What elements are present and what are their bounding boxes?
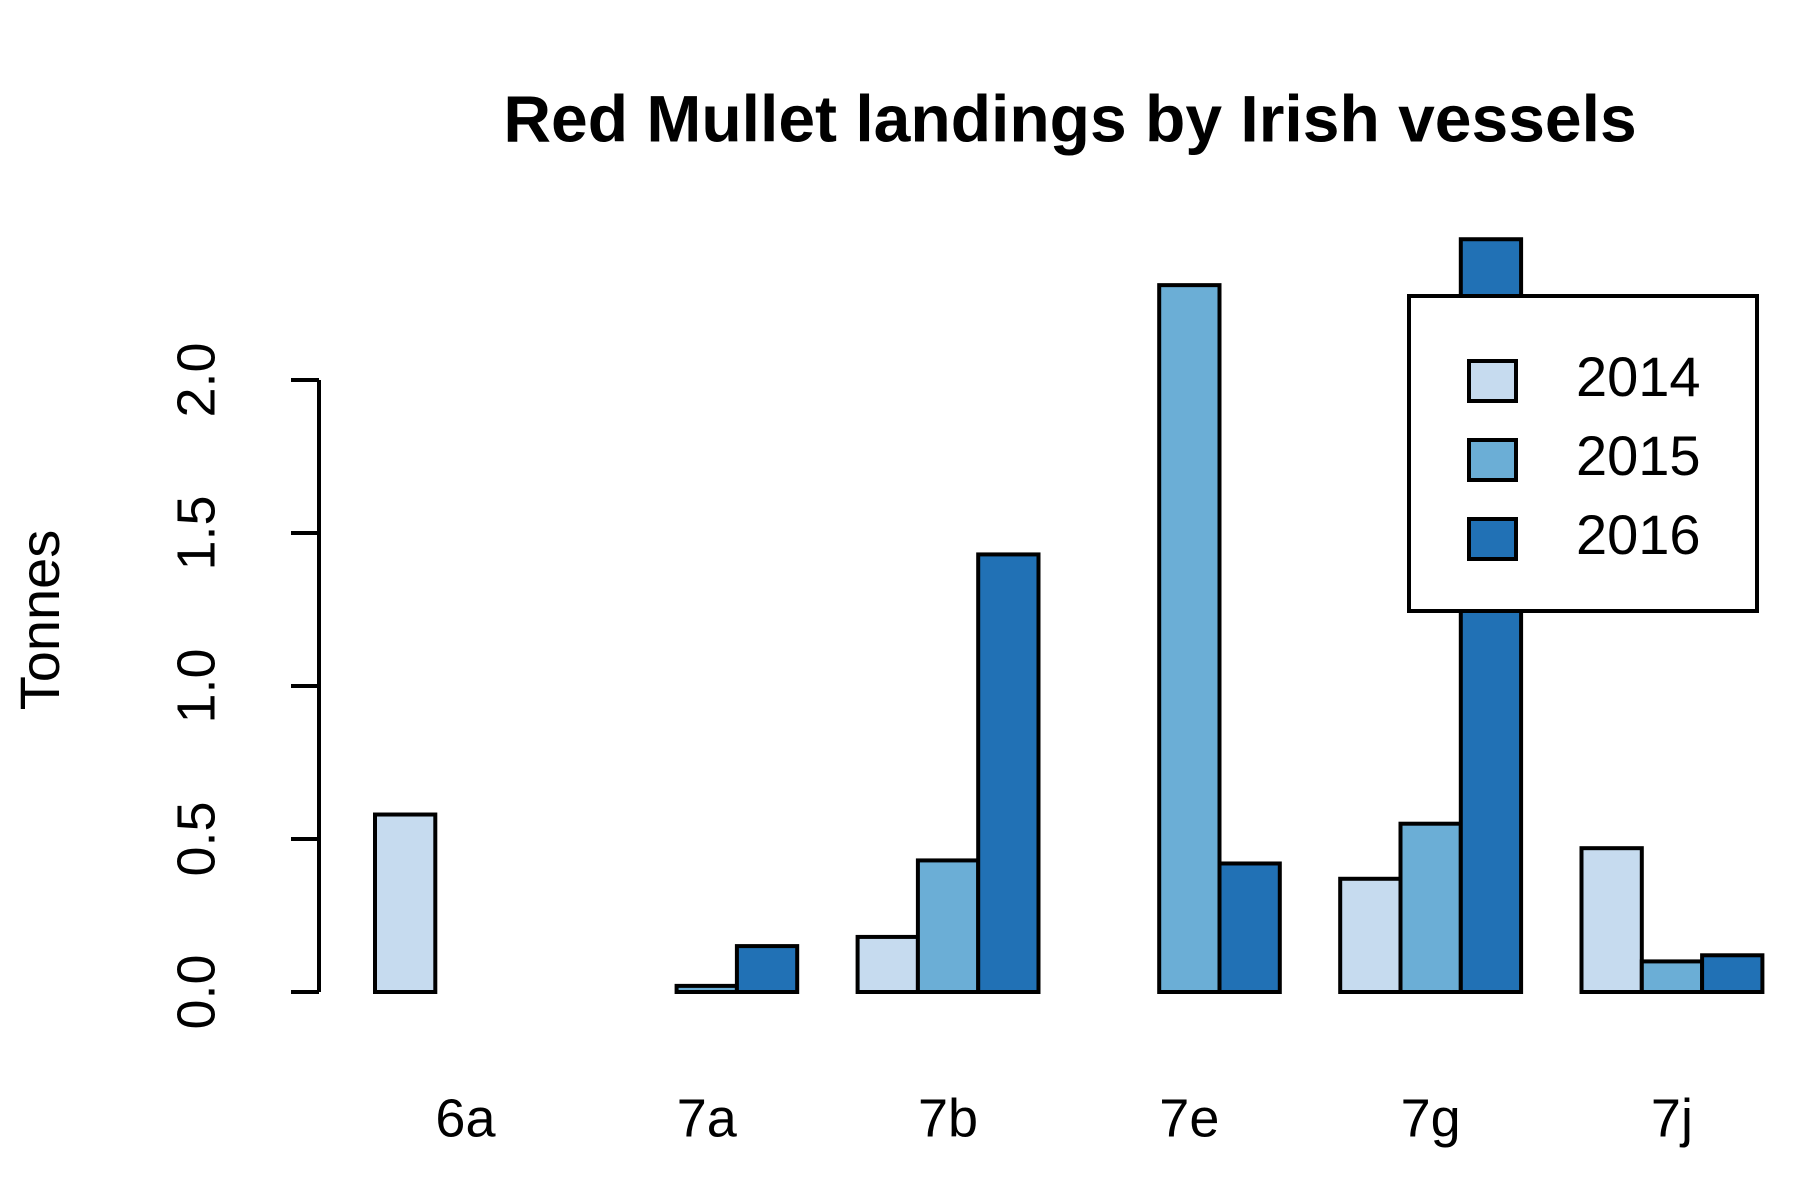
legend-swatch <box>1467 517 1518 561</box>
bar <box>1700 953 1765 995</box>
x-tick-label: 6a <box>435 1088 496 1148</box>
bar <box>1217 861 1282 994</box>
x-tick-label: 7b <box>918 1088 978 1148</box>
bar <box>1338 876 1403 995</box>
x-tick-label: 7a <box>677 1088 738 1148</box>
bar <box>1398 821 1463 995</box>
bar <box>674 983 739 995</box>
y-axis-label: Tonnes <box>8 530 71 711</box>
bar <box>373 812 438 995</box>
legend-swatch <box>1467 438 1518 482</box>
y-tick-label: 0.5 <box>166 801 226 876</box>
legend-label: 2016 <box>1576 503 1701 566</box>
legend-swatch <box>1467 359 1518 403</box>
bar <box>855 934 920 994</box>
y-tick-label: 0.0 <box>166 954 226 1029</box>
bar <box>1157 283 1222 994</box>
bar <box>1579 846 1644 994</box>
bar <box>915 858 981 994</box>
bar <box>976 552 1041 994</box>
chart-title: Red Mullet landings by Irish vessels <box>503 81 1636 155</box>
x-tick-label: 7j <box>1651 1088 1693 1148</box>
bar <box>1639 959 1705 995</box>
y-tick-label: 2.0 <box>166 342 226 417</box>
x-tick-label: 7e <box>1159 1088 1219 1148</box>
y-tick-label: 1.5 <box>166 495 226 570</box>
bar <box>734 944 800 994</box>
legend-label: 2014 <box>1576 345 1701 408</box>
y-tick-label: 1.0 <box>166 648 226 723</box>
legend-label: 2015 <box>1576 424 1701 487</box>
x-tick-label: 7g <box>1401 1088 1461 1148</box>
